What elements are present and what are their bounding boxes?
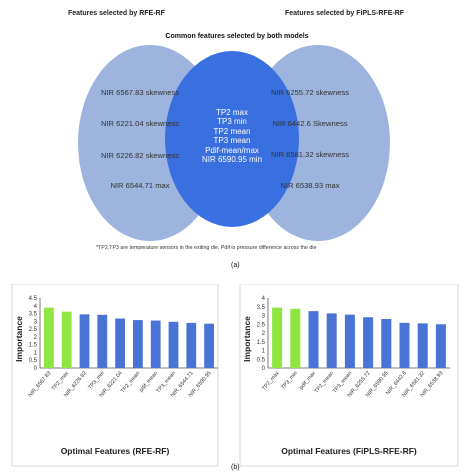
left-model-title: Features selected by RFE-RF [68,10,165,17]
y-tick-label: 2.5 [29,327,38,333]
y-tick-label: 2 [262,331,266,337]
bar [399,322,410,368]
y-tick-label: 3 [34,319,38,325]
bar [417,323,428,368]
footnote: *TP2,TP3 are temperature sensors in the … [96,245,317,251]
y-tick-label: 0.5 [29,358,38,364]
common-feature-2: TP3 min [217,117,247,127]
bar [272,307,283,368]
y-tick-label: 1.5 [257,340,266,346]
right-feature-4: NIR 6538.93 max [280,181,340,190]
y-tick-label: 4.5 [29,296,38,302]
bar [79,314,90,368]
x-tick-label: TP3_min [87,370,105,390]
x-tick-label: TP2_max [261,370,281,392]
bar [308,311,319,368]
left-feature-1: NIR 6567.83 skewness [100,88,180,97]
right-feature-3: NIR 6581.32 skewness [270,150,350,159]
y-tick-label: 0 [262,366,266,372]
y-tick-label: 4 [34,304,38,310]
common-ellipse [165,51,299,227]
bar [381,319,392,368]
bar [115,318,125,368]
y-tick-label: 4 [262,296,266,302]
bar [435,324,446,368]
common-feature-1: TP2 max [215,108,248,117]
y-tick-label: 1 [34,350,38,356]
right-feature-1: NIR 6255.72 skewness [270,88,350,97]
y-axis-label: Importance [242,316,252,362]
bar [186,322,197,368]
bar [133,320,143,368]
common-features-title: Common features selected by both models [165,33,309,40]
x-tick-label: TP3_min [280,370,298,390]
left-feature-2: NIR 6221.04 skewness [100,119,180,128]
bar [44,307,54,368]
y-tick-label: 0 [34,366,38,372]
right-model-title: Features selected by FiPLS-RFE-RF [285,10,405,17]
y-tick-label: 1 [262,349,266,355]
chart-frame [11,284,219,467]
x-axis-label: Optimal Features (FiPLS-RFE-RF) [281,446,417,456]
y-tick-label: 2 [34,335,38,341]
bar [326,313,337,368]
bar [344,314,355,368]
left-feature-3: NIR 6226.82 skewness [100,151,180,160]
common-feature-4: TP3 mean [213,136,251,146]
y-tick-label: 1.5 [29,343,38,349]
bar [150,320,161,368]
common-feature-5: Pdif-mean/max [205,145,259,155]
chart-frame [239,284,459,467]
bar [61,311,72,368]
venn-diagram [78,45,390,241]
common-feature-list: TP2 max TP3 min TP2 mean TP3 mean Pdif-m… [182,108,282,164]
bar [204,323,214,368]
y-tick-label: 2.5 [257,322,266,328]
x-tick-label: NIR_6567.83 [27,370,52,398]
bar [97,314,108,368]
right-feature-2: NIR 6442.6 Skewness [272,119,348,128]
caption-a: (a) [231,262,240,269]
left-feature-4: NIR 6544.71 max [110,181,170,190]
y-tick-label: 3 [262,314,266,320]
common-feature-3: TP2 mean [213,126,251,136]
x-tick-label: pdif_max [298,370,317,391]
y-tick-label: 3.5 [257,305,266,311]
caption-b: (b) [231,464,240,471]
y-axis-label: Importance [14,316,24,362]
bar [363,317,374,368]
chart-rfe-rf: 00.511.522.533.544.5NIR_6567.83TP2_maxNI… [11,284,219,467]
bar-charts: 00.511.522.533.544.5NIR_6567.83TP2_maxNI… [11,284,459,467]
y-tick-label: 0.5 [257,357,266,363]
bar [168,321,179,368]
common-feature-6: NIR 6590.95 min [201,155,263,165]
bar [290,308,301,368]
y-tick-label: 3.5 [29,312,38,318]
x-axis-label: Optimal Features (RFE-RF) [61,446,170,456]
